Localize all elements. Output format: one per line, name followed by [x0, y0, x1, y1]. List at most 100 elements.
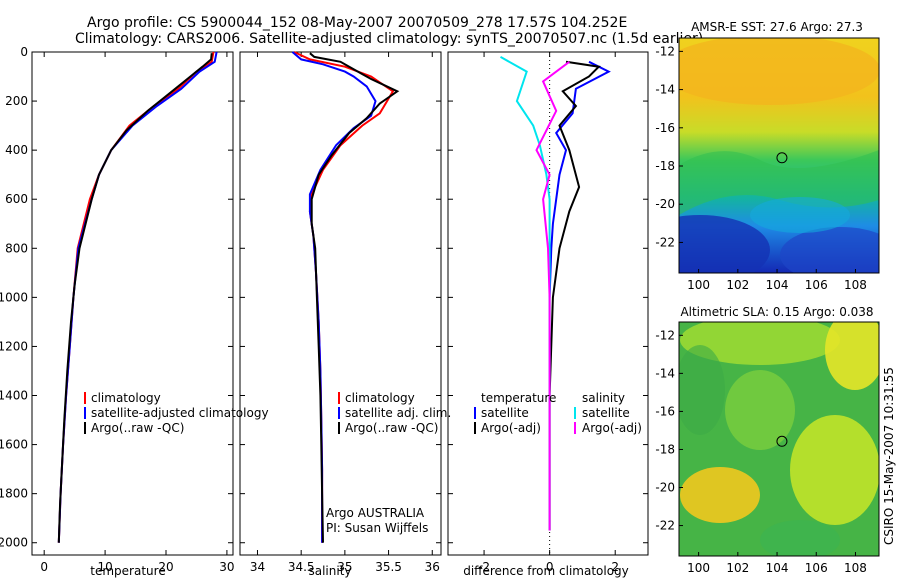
- series-line-climatology: [293, 51, 395, 543]
- sla-argo-location-marker: [776, 435, 788, 447]
- map-y-tick-label: -22: [655, 235, 675, 249]
- map-y-tick-label: -12: [655, 44, 675, 58]
- legend-climatology-label: climatology: [91, 391, 161, 405]
- sst-green-band: [679, 150, 879, 215]
- difference-panel: -2 0 2 difference from climatology tempera…: [447, 51, 649, 578]
- difference-lines: [500, 56, 611, 531]
- map-y-tick-label: -16: [655, 121, 675, 135]
- series-line-argo-raw-qc-: [57, 53, 213, 543]
- difference-y-ticks: [448, 51, 648, 544]
- x-tick-label: 10: [97, 560, 112, 574]
- x-tick-label: 0: [546, 560, 554, 574]
- header-line-1: Argo profile: CS 5900044_152 08-May-2007…: [87, 15, 627, 31]
- map-x-tick-label: 104: [766, 278, 789, 292]
- sst-y-ticks: -12 -14 -16 -18 -20 -22: [655, 44, 683, 249]
- x-tick-label: 2: [611, 560, 619, 574]
- sst-cold-patch-west: [679, 215, 770, 273]
- sla-map-panel: Altimetric SLA: 0.15 Argo: 0.038 100 102 1…: [655, 305, 880, 575]
- sla-x-ticks: 100 102 104 106 108: [687, 552, 867, 575]
- sla-high-northeast: [825, 322, 879, 390]
- map-y-tick-label: -12: [655, 328, 675, 342]
- map-y-tick-label: -14: [655, 366, 675, 380]
- map-y-tick-label: -20: [655, 481, 675, 495]
- legend-sal-argo-label: Argo(-adj): [582, 421, 642, 435]
- map-x-tick-label: 102: [726, 561, 749, 575]
- salinity-y-ticks: [240, 51, 441, 544]
- x-tick-label: 35.5: [375, 560, 402, 574]
- temperature-legend: climatology satellite-adjusted climatolo…: [84, 391, 269, 435]
- difference-axes: [447, 51, 649, 556]
- x-tick-label: 20: [158, 560, 173, 574]
- series-line-temperature-satellite: [548, 60, 611, 298]
- temperature-lines: [57, 51, 218, 543]
- y-tick-label: 1600: [0, 438, 28, 452]
- map-y-tick-label: -18: [655, 159, 675, 173]
- difference-xlabel: difference from climatology: [463, 564, 629, 578]
- y-tick-label: 1200: [0, 339, 28, 353]
- temperature-x-ticks: 0 10 20 30: [40, 52, 235, 574]
- x-tick-label: 36: [425, 560, 440, 574]
- difference-legend: temperature satellite Argo(-adj) salinit…: [474, 391, 642, 435]
- series-line-satellite-adjusted-climatology: [57, 51, 218, 543]
- y-tick-label: 1800: [0, 487, 28, 501]
- salinity-lines: [291, 51, 400, 543]
- map-y-tick-label: -18: [655, 442, 675, 456]
- legend-temp-satellite-label: satellite: [481, 406, 529, 420]
- temperature-axes: [31, 51, 234, 556]
- annotation-pi: PI: Susan Wijffels: [326, 521, 428, 535]
- legend-satellite-label: satellite-adjusted climatology: [91, 406, 269, 420]
- sla-y-ticks: -12 -14 -16 -18 -20 -22: [655, 328, 683, 533]
- y-tick-label: 0: [20, 45, 28, 59]
- map-y-tick-label: -20: [655, 197, 675, 211]
- salinity-axes: [239, 51, 442, 556]
- map-x-tick-label: 104: [766, 561, 789, 575]
- sla-map-title: Altimetric SLA: 0.15 Argo: 0.038: [680, 305, 873, 319]
- header-line-2: Climatology: CARS2006. Satellite-adjuste…: [75, 31, 703, 47]
- series-line-salinity-satellite: [500, 56, 551, 531]
- sla-low-south: [760, 520, 840, 556]
- sst-field: [679, 38, 879, 273]
- x-tick-label: 0: [40, 560, 48, 574]
- legend-satellite-label: satellite adj. clim.: [345, 406, 451, 420]
- sla-map-frame: [678, 321, 880, 557]
- x-tick-label: 34: [250, 560, 265, 574]
- map-y-tick-label: -16: [655, 404, 675, 418]
- sla-field: [679, 322, 879, 556]
- salinity-panel: 34 34.5 35 35.5 36 salinity climatology sate…: [239, 51, 451, 578]
- map-x-tick-label: 108: [844, 561, 867, 575]
- x-tick-label: 35: [337, 560, 352, 574]
- series-line-climatology: [57, 51, 215, 543]
- sst-argo-location-marker: [776, 152, 788, 164]
- x-tick-label: -2: [478, 560, 490, 574]
- y-tick-label: 400: [5, 143, 28, 157]
- sla-high-north: [680, 322, 840, 365]
- temperature-xlabel: temperature: [90, 564, 165, 578]
- series-line-temperature-argo-adj-: [548, 60, 601, 531]
- sst-map-title: AMSR-E SST: 27.6 Argo: 27.3: [691, 20, 863, 34]
- x-tick-label: 30: [219, 560, 234, 574]
- temperature-y-ticks: 0 200 400 600 800 1000 1200 1400 1600 1800 2000: [0, 45, 233, 550]
- sla-low-west: [679, 345, 725, 435]
- sst-map-panel: AMSR-E SST: 27.6 Argo: 27.3 100 102 104 106…: [655, 20, 880, 292]
- map-x-tick-label: 102: [726, 278, 749, 292]
- sst-cold-patch-east: [780, 227, 879, 273]
- legend-salinity-title: salinity: [582, 391, 625, 405]
- sla-high-east: [790, 415, 879, 525]
- legend-climatology-label: climatology: [345, 391, 415, 405]
- y-tick-label: 1400: [0, 389, 28, 403]
- side-timestamp-label: CSIRO 15-May-2007 10:31:55: [882, 367, 896, 545]
- legend-argo-label: Argo(..raw -QC): [91, 421, 184, 435]
- sla-mid-center: [725, 370, 795, 450]
- y-tick-label: 1000: [0, 290, 28, 304]
- map-y-tick-label: -14: [655, 83, 675, 97]
- y-tick-label: 800: [5, 241, 28, 255]
- legend-temp-argo-label: Argo(-adj): [481, 421, 541, 435]
- x-tick-label: 34.5: [288, 560, 315, 574]
- sst-map-frame: [678, 37, 880, 274]
- sst-cyan-patch: [750, 197, 850, 233]
- map-y-tick-label: -22: [655, 519, 675, 533]
- map-x-tick-label: 106: [805, 561, 828, 575]
- annotation-argo-australia: Argo AUSTRALIA: [326, 506, 425, 520]
- legend-sal-satellite-label: satellite: [582, 406, 630, 420]
